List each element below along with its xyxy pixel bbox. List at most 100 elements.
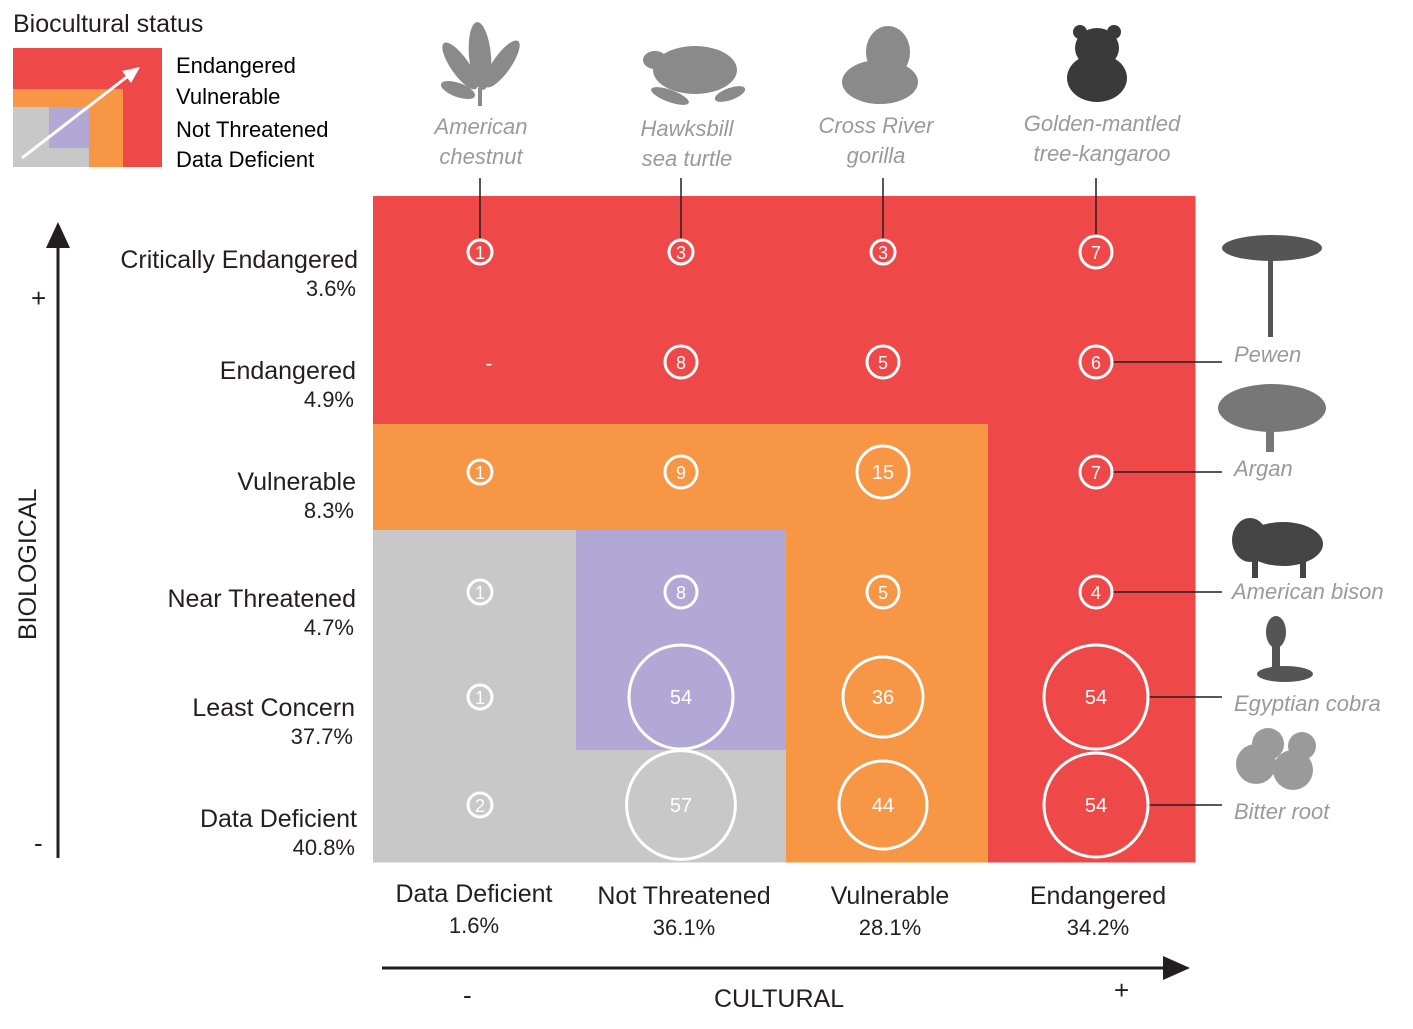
heatmap-cell-vulnerable bbox=[373, 424, 577, 531]
count-bubble bbox=[663, 454, 699, 490]
heatmap-cells bbox=[373, 196, 1196, 863]
count-bubble bbox=[466, 683, 494, 711]
legend-title: Biocultural status bbox=[13, 10, 204, 38]
heatmap-cell-endangered bbox=[576, 308, 787, 425]
heatmap-cell-vulnerable bbox=[786, 750, 989, 863]
row-label-pct: 37.7% bbox=[290, 724, 353, 749]
column-label-pct: 36.1% bbox=[652, 915, 716, 940]
species-label-line: Cross River bbox=[818, 113, 934, 138]
row-label-name: Least Concern bbox=[192, 694, 355, 722]
legend-label-not-threatened: Not Threatened bbox=[176, 117, 329, 142]
column-label-name: Not Threatened bbox=[597, 882, 771, 910]
count-bubble bbox=[865, 574, 901, 610]
x-axis-title: CULTURAL bbox=[714, 985, 845, 1013]
heatmap-cell-data-deficient bbox=[576, 750, 787, 863]
species-label-bitter-root: Bitter root bbox=[1234, 799, 1330, 824]
count-label: 3 bbox=[676, 243, 686, 263]
row-label-name: Vulnerable bbox=[237, 468, 356, 496]
count-label: 2 bbox=[475, 796, 485, 816]
count-bubble bbox=[869, 238, 897, 266]
row-label-critically-endangered: Critically Endangered 3.6% bbox=[38, 246, 358, 306]
count-bubble bbox=[466, 791, 494, 819]
count-bubble bbox=[855, 444, 911, 500]
count-bubble bbox=[466, 238, 494, 266]
count-label: 9 bbox=[676, 463, 686, 483]
count-bubble bbox=[663, 344, 699, 380]
count-missing-marker: - bbox=[486, 353, 493, 375]
heatmap-cell-endangered bbox=[988, 530, 1196, 640]
count-label: 7 bbox=[1091, 243, 1101, 263]
heatmap-cell-data-deficient bbox=[373, 639, 577, 751]
column-label-name: Endangered bbox=[1029, 882, 1167, 910]
count-label: 54 bbox=[1085, 687, 1107, 709]
column-label-vulnerable: Vulnerable 28.1% bbox=[790, 882, 990, 941]
y-axis-minus-sign: - bbox=[34, 828, 43, 858]
count-bubble bbox=[466, 578, 494, 606]
row-label-endangered: Endangered 4.9% bbox=[36, 357, 356, 417]
species-label-egyptian-cobra: Egyptian cobra bbox=[1234, 691, 1381, 716]
count-label: 1 bbox=[475, 688, 485, 708]
row-label-pct: 4.9% bbox=[303, 387, 354, 412]
column-label-endangered: Endangered 34.2% bbox=[998, 882, 1198, 941]
species-silhouettes bbox=[440, 22, 1326, 790]
count-label: 7 bbox=[1091, 463, 1101, 483]
column-label-data-deficient: Data Deficient 1.6% bbox=[374, 880, 574, 939]
species-label-golden-mantled-tree-kangaroo: Golden-mantled tree-kangaroo bbox=[1002, 109, 1202, 169]
column-label-name: Data Deficient bbox=[395, 880, 553, 908]
legend-arrow-line bbox=[21, 74, 129, 160]
row-label-near-threatened: Near Threatened 4.7% bbox=[36, 585, 356, 645]
heatmap-cell-data-deficient bbox=[373, 750, 577, 863]
bison-icon bbox=[1232, 518, 1323, 578]
heatmap-cell-endangered bbox=[988, 750, 1196, 863]
count-label: 54 bbox=[670, 687, 692, 709]
legend-arrow-head bbox=[122, 67, 140, 83]
count-bubble bbox=[1078, 344, 1114, 380]
count-label: 3 bbox=[878, 243, 888, 263]
heatmap-cell-endangered bbox=[988, 639, 1196, 751]
heatmap-cell-data-deficient bbox=[373, 530, 577, 640]
column-label-pct: 34.2% bbox=[1066, 915, 1130, 940]
count-label: 15 bbox=[872, 462, 894, 484]
x-axis-minus-sign: - bbox=[463, 980, 472, 1010]
count-bubble bbox=[627, 643, 735, 751]
species-label-line: tree-kangaroo bbox=[1033, 141, 1171, 166]
species-label-line: gorilla bbox=[846, 143, 906, 168]
legend-swatch bbox=[13, 48, 162, 167]
column-label-name: Vulnerable bbox=[830, 882, 950, 910]
count-label: 5 bbox=[878, 353, 888, 373]
count-bubble bbox=[625, 749, 737, 861]
argan-tree-icon bbox=[1218, 384, 1326, 452]
row-label-data-deficient: Data Deficient 40.8% bbox=[37, 805, 357, 865]
heatmap-cell-endangered bbox=[988, 308, 1196, 425]
species-label-argan: Argan bbox=[1234, 456, 1293, 481]
legend-label-vulnerable: Vulnerable bbox=[176, 84, 281, 109]
count-bubble bbox=[1078, 574, 1114, 610]
row-label-name: Endangered bbox=[219, 357, 356, 385]
species-label-line: sea turtle bbox=[641, 146, 733, 171]
legend-label-data-deficient: Data Deficient bbox=[176, 147, 315, 172]
species-label-american-bison: American bison bbox=[1232, 579, 1384, 604]
row-label-vulnerable: Vulnerable 8.3% bbox=[36, 468, 356, 528]
heatmap-cell-vulnerable bbox=[786, 424, 989, 531]
count-bubble bbox=[837, 759, 929, 851]
row-label-least-concern: Least Concern 37.7% bbox=[35, 694, 355, 754]
heatmap-cell-endangered bbox=[786, 196, 989, 309]
count-label: 8 bbox=[676, 353, 686, 373]
count-bubble bbox=[466, 458, 494, 486]
heatmap-cell-vulnerable bbox=[786, 530, 989, 640]
count-label: 1 bbox=[475, 463, 485, 483]
species-leader-lines bbox=[479, 178, 1222, 806]
count-bubble bbox=[865, 344, 901, 380]
count-bubble bbox=[1042, 751, 1150, 859]
species-label-cross-river-gorilla: Cross River gorilla bbox=[795, 111, 957, 171]
heatmap-cell-endangered bbox=[373, 196, 577, 309]
row-label-pct: 8.3% bbox=[303, 498, 354, 523]
count-label: 4 bbox=[1091, 583, 1101, 603]
heatmap-cell-vulnerable bbox=[576, 424, 787, 531]
count-label: 1 bbox=[475, 583, 485, 603]
y-axis-plus-sign: + bbox=[31, 283, 47, 313]
heatmap-cell-endangered bbox=[373, 308, 577, 425]
heatmap-cell-endangered bbox=[786, 308, 989, 425]
count-label: 1 bbox=[475, 243, 485, 263]
